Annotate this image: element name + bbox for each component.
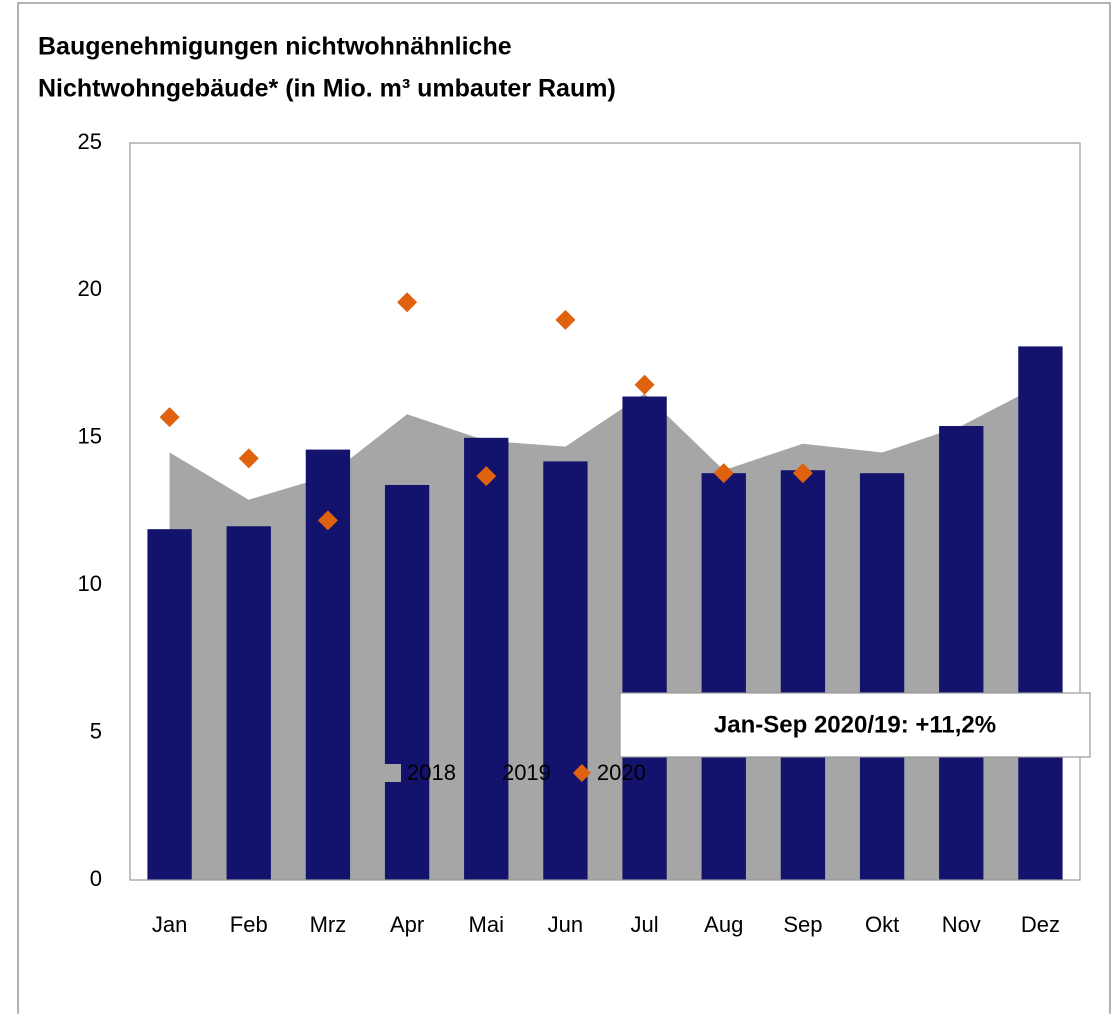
plot-border (129, 142, 1081, 881)
x-tick-label: Mai (469, 912, 504, 937)
x-tick-label: Nov (942, 912, 981, 937)
x-tick-label: Sep (783, 912, 822, 937)
x-tick-label: Jul (631, 912, 659, 937)
y-tick-label: 15 (78, 424, 102, 449)
x-tick-label: Jun (548, 912, 583, 937)
bar (147, 529, 192, 880)
x-tick-label: Okt (865, 912, 899, 937)
bar (226, 526, 271, 880)
bar (780, 470, 826, 880)
x-tick-label: Aug (704, 912, 743, 937)
annotation-box (619, 692, 1091, 758)
y-tick-label: 5 (90, 718, 102, 743)
legend-label: 2018 (407, 760, 456, 785)
bar (701, 473, 746, 880)
y-tick-label: 10 (78, 571, 102, 596)
x-tick-label: Jan (152, 912, 187, 937)
marker (634, 374, 655, 395)
chart-title: Nichtwohngebäude* (in Mio. m³ umbauter R… (38, 75, 616, 103)
marker (238, 448, 259, 469)
y-tick-label: 0 (90, 866, 102, 891)
x-tick-label: Dez (1021, 912, 1060, 937)
x-tick-label: Feb (230, 912, 268, 937)
bar (384, 484, 430, 880)
legend-label: 2019 (502, 760, 551, 785)
chart-title: Baugenehmigungen nichtwohnähnliche (38, 33, 512, 61)
legend-marker (572, 764, 591, 782)
marker (397, 292, 418, 313)
frame (17, 2, 1111, 1014)
area (169, 384, 1041, 880)
bar (464, 437, 509, 880)
bar (543, 461, 588, 880)
marker (159, 407, 180, 428)
marker (713, 463, 734, 484)
y-tick-label: 25 (78, 129, 102, 154)
legend-label: 2020 (597, 760, 646, 785)
bar (859, 473, 905, 880)
marker (476, 466, 497, 487)
y-tick-label: 20 (78, 276, 102, 301)
bar (622, 396, 667, 880)
bar (1018, 346, 1063, 880)
marker (317, 510, 338, 531)
marker (555, 309, 576, 330)
x-tick-label: Apr (390, 912, 424, 937)
annotation: Jan-Sep 2020/19: +11,2% (714, 711, 996, 738)
marker (792, 463, 813, 484)
legend-marker (477, 764, 496, 782)
bar (939, 426, 984, 880)
x-tick-label: Mrz (310, 912, 347, 937)
legend-marker (383, 764, 401, 782)
